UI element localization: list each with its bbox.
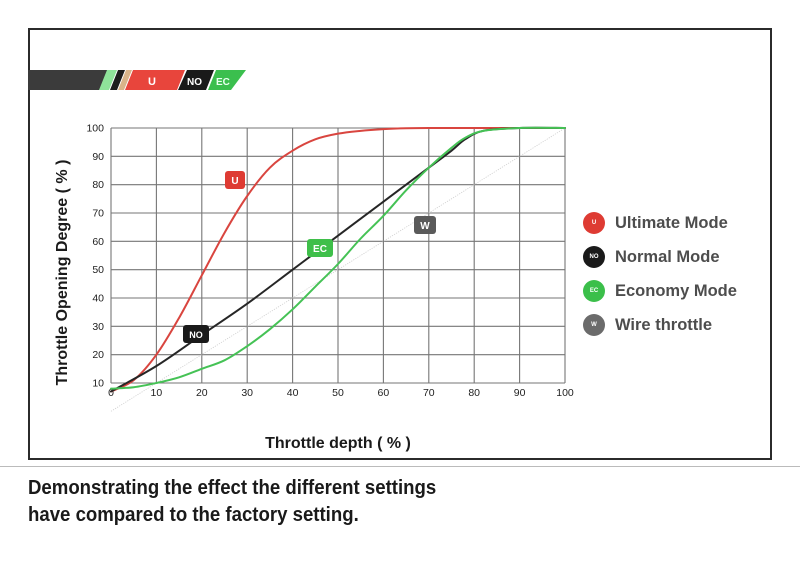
svg-text:80: 80 [92, 179, 104, 191]
svg-text:90: 90 [92, 151, 104, 163]
svg-text:NO: NO [187, 77, 202, 88]
svg-text:70: 70 [423, 387, 435, 399]
svg-text:Throttle depth ( % ): Throttle depth ( % ) [265, 435, 411, 452]
svg-text:Throttle Opening Degree ( % ): Throttle Opening Degree ( % ) [54, 160, 71, 386]
svg-text:100: 100 [86, 123, 104, 135]
svg-text:EC: EC [313, 244, 327, 255]
svg-text:U: U [148, 76, 156, 88]
svg-text:70: 70 [92, 208, 104, 220]
svg-text:10: 10 [151, 387, 163, 399]
svg-text:100: 100 [556, 387, 574, 399]
svg-text:W: W [420, 221, 430, 232]
svg-text:10: 10 [92, 378, 104, 390]
svg-text:50: 50 [92, 264, 104, 276]
svg-text:EC: EC [216, 77, 230, 88]
svg-text:U: U [231, 176, 238, 187]
svg-text:40: 40 [92, 293, 104, 305]
svg-text:50: 50 [332, 387, 344, 399]
svg-text:20: 20 [92, 349, 104, 361]
svg-text:30: 30 [92, 321, 104, 333]
svg-text:30: 30 [241, 387, 253, 399]
svg-text:40: 40 [287, 387, 299, 399]
svg-text:NO: NO [189, 330, 203, 340]
svg-text:80: 80 [468, 387, 480, 399]
svg-text:60: 60 [378, 387, 390, 399]
svg-text:20: 20 [196, 387, 208, 399]
svg-text:60: 60 [92, 236, 104, 248]
svg-text:90: 90 [514, 387, 526, 399]
